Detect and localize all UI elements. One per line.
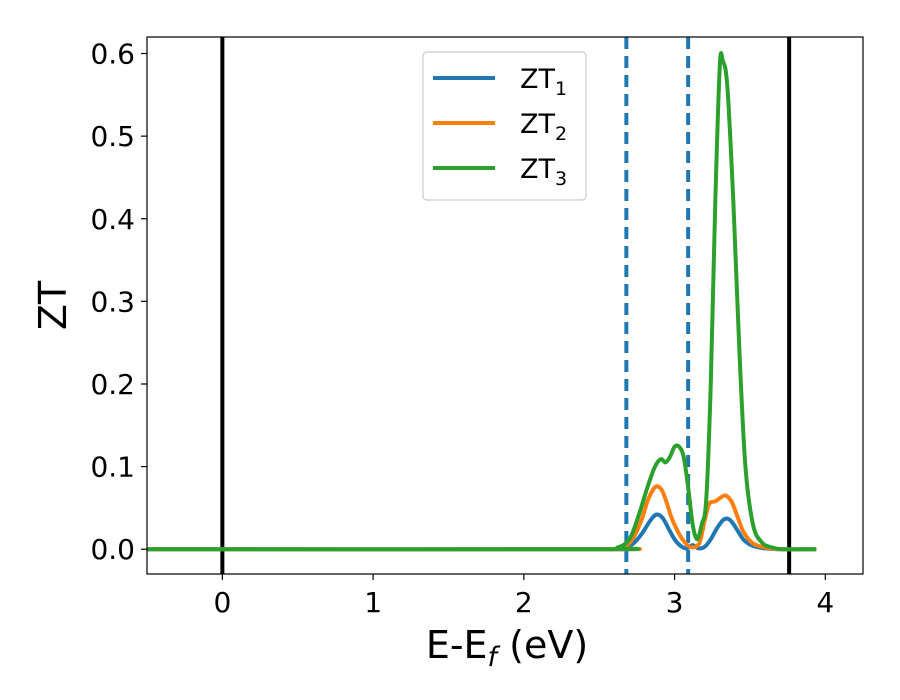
y-tick-label: 0.2 (90, 368, 135, 401)
x-tick-label: 0 (213, 586, 231, 619)
x-tick-label: 3 (666, 586, 684, 619)
legend-box (422, 51, 587, 201)
plot-frame (146, 36, 864, 575)
y-tick-label: 0.1 (90, 451, 135, 484)
x-axis-title-unit: (eV) (497, 623, 588, 667)
y-tick-label: 0.0 (90, 533, 135, 566)
x-tick-label: 4 (816, 586, 834, 619)
legend-label-subscript: 3 (555, 168, 567, 190)
y-tick-label: 0.5 (90, 120, 135, 153)
plot-area (147, 37, 817, 574)
legend-label-subscript: 2 (555, 123, 567, 145)
y-axis-title: ZT (31, 280, 75, 330)
series-line-zt2 (147, 484, 817, 552)
legend-label-main: ZT (520, 64, 555, 95)
legend-label-zt3: ZT3 (520, 154, 567, 190)
y-tick-label: 0.6 (90, 38, 135, 71)
x-axis-title-main: E-E (426, 623, 488, 667)
axes: 0 1 2 3 4 0.0 0.1 0.2 0.3 0.4 0.5 0.6 (90, 38, 834, 619)
y-tick-label: 0.3 (90, 285, 135, 318)
legend-label-main: ZT (520, 154, 555, 185)
legend-label-zt2: ZT2 (520, 109, 567, 145)
series-line-zt3 (147, 51, 817, 552)
legend-label-main: ZT (520, 109, 555, 140)
legend-label-zt1: ZT1 (520, 64, 567, 100)
x-tick-label: 1 (364, 586, 382, 619)
x-axis-title: E-Ef (eV) (426, 623, 588, 673)
x-tick-label: 2 (515, 586, 533, 619)
legend-label-subscript: 1 (555, 78, 567, 100)
y-tick-label: 0.4 (90, 203, 135, 236)
